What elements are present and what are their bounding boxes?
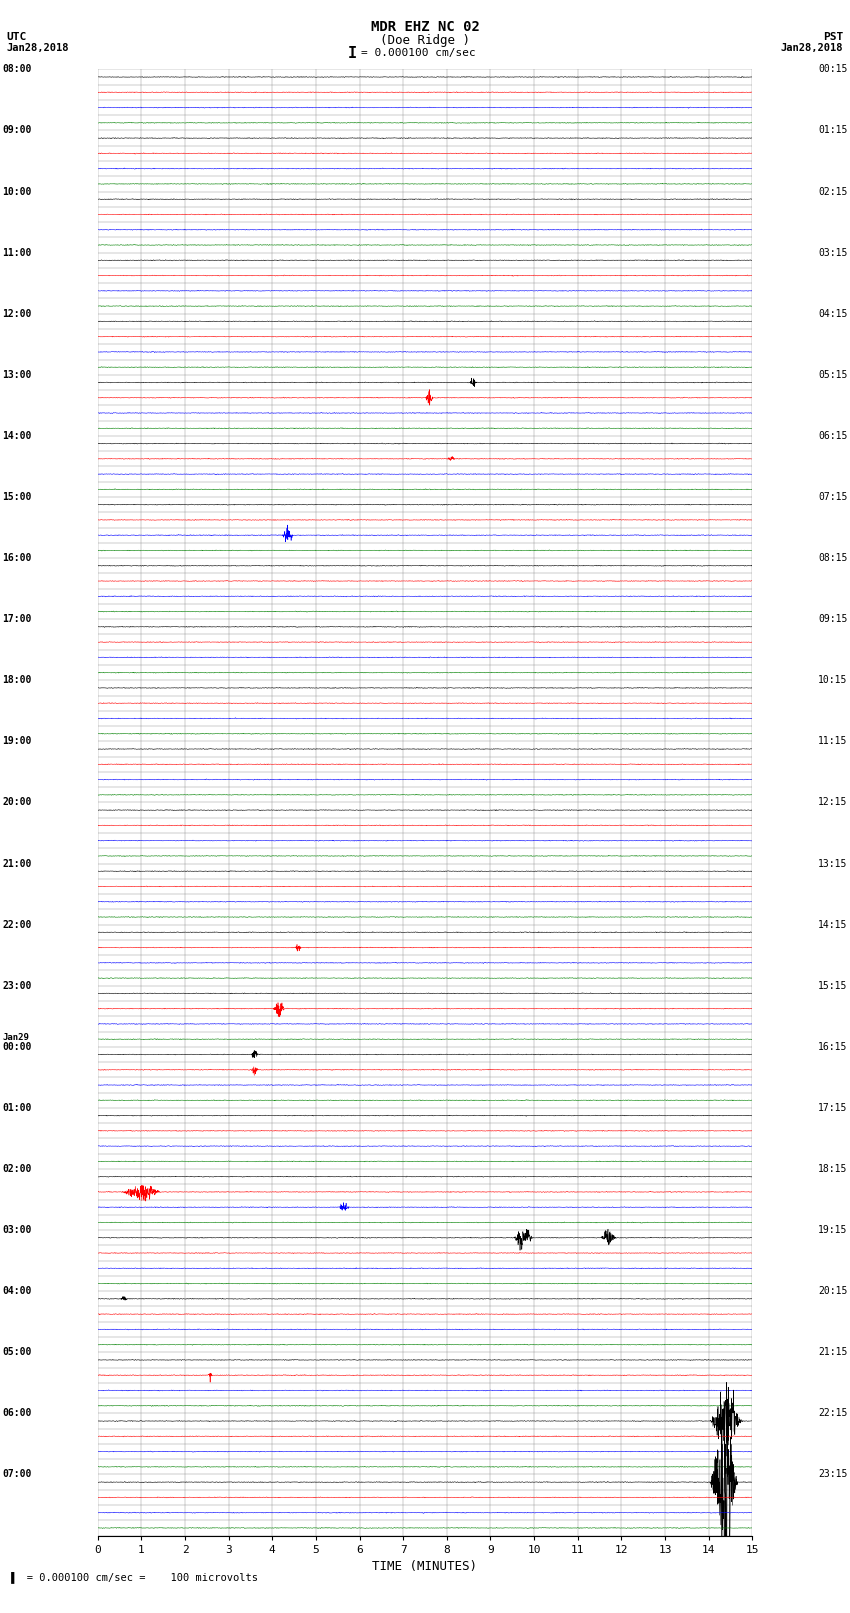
Text: 02:00: 02:00	[3, 1165, 32, 1174]
Text: 11:15: 11:15	[818, 737, 847, 747]
Text: 15:00: 15:00	[3, 492, 32, 502]
Text: 18:00: 18:00	[3, 676, 32, 686]
Text: 05:15: 05:15	[818, 369, 847, 379]
Text: 19:15: 19:15	[818, 1226, 847, 1236]
Text: 07:15: 07:15	[818, 492, 847, 502]
Text: 21:15: 21:15	[818, 1347, 847, 1357]
Text: 23:00: 23:00	[3, 981, 32, 990]
Text: 13:15: 13:15	[818, 858, 847, 868]
Text: 16:00: 16:00	[3, 553, 32, 563]
Text: 18:15: 18:15	[818, 1165, 847, 1174]
Text: 22:00: 22:00	[3, 919, 32, 929]
Text: 15:15: 15:15	[818, 981, 847, 990]
Text: UTC: UTC	[7, 32, 27, 42]
Text: 02:15: 02:15	[818, 187, 847, 197]
Text: 17:00: 17:00	[3, 615, 32, 624]
Text: 14:00: 14:00	[3, 431, 32, 440]
Text: 11:00: 11:00	[3, 248, 32, 258]
Text: 10:15: 10:15	[818, 676, 847, 686]
Text: 07:00: 07:00	[3, 1469, 32, 1479]
Text: 20:00: 20:00	[3, 797, 32, 808]
Text: 23:15: 23:15	[818, 1469, 847, 1479]
Text: ▐  = 0.000100 cm/sec =    100 microvolts: ▐ = 0.000100 cm/sec = 100 microvolts	[8, 1571, 258, 1584]
Text: 01:15: 01:15	[818, 126, 847, 135]
Text: 08:15: 08:15	[818, 553, 847, 563]
Text: (Doe Ridge ): (Doe Ridge )	[380, 34, 470, 47]
Text: 01:00: 01:00	[3, 1103, 32, 1113]
Text: 12:15: 12:15	[818, 797, 847, 808]
Text: 21:00: 21:00	[3, 858, 32, 868]
Text: 03:00: 03:00	[3, 1226, 32, 1236]
Text: 20:15: 20:15	[818, 1286, 847, 1297]
X-axis label: TIME (MINUTES): TIME (MINUTES)	[372, 1560, 478, 1573]
Text: Jan29: Jan29	[3, 1032, 30, 1042]
Text: = 0.000100 cm/sec: = 0.000100 cm/sec	[361, 48, 476, 58]
Text: 04:15: 04:15	[818, 308, 847, 319]
Text: MDR EHZ NC 02: MDR EHZ NC 02	[371, 21, 479, 34]
Text: 00:00: 00:00	[3, 1042, 32, 1052]
Text: 13:00: 13:00	[3, 369, 32, 379]
Text: 05:00: 05:00	[3, 1347, 32, 1357]
Text: 00:15: 00:15	[818, 65, 847, 74]
Text: 19:00: 19:00	[3, 737, 32, 747]
Text: 16:15: 16:15	[818, 1042, 847, 1052]
Text: 03:15: 03:15	[818, 248, 847, 258]
Text: 12:00: 12:00	[3, 308, 32, 319]
Text: 06:00: 06:00	[3, 1408, 32, 1418]
Text: Jan28,2018: Jan28,2018	[780, 44, 843, 53]
Text: 14:15: 14:15	[818, 919, 847, 929]
Text: 10:00: 10:00	[3, 187, 32, 197]
Text: 08:00: 08:00	[3, 65, 32, 74]
Text: 22:15: 22:15	[818, 1408, 847, 1418]
Text: I: I	[348, 45, 357, 61]
Text: 09:15: 09:15	[818, 615, 847, 624]
Text: 06:15: 06:15	[818, 431, 847, 440]
Text: 04:00: 04:00	[3, 1286, 32, 1297]
Text: PST: PST	[823, 32, 843, 42]
Text: Jan28,2018: Jan28,2018	[7, 44, 70, 53]
Text: 17:15: 17:15	[818, 1103, 847, 1113]
Text: 09:00: 09:00	[3, 126, 32, 135]
